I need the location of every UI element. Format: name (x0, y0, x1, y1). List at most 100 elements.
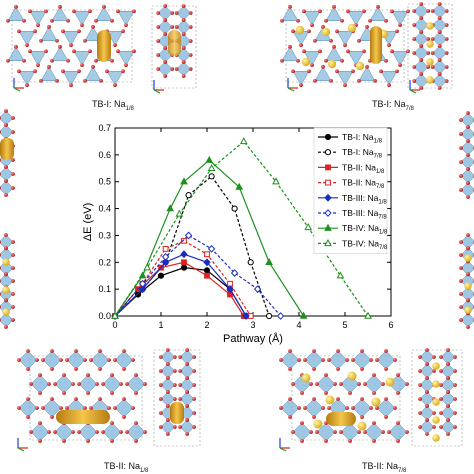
oxygen-atom (38, 421, 42, 425)
oxygen-atom (459, 118, 463, 122)
oxygen-atom (6, 58, 10, 63)
oxygen-atom (36, 63, 40, 68)
oxygen-atom (77, 430, 81, 434)
data-point (299, 311, 308, 319)
data-point (247, 259, 254, 266)
caption-top-left: TB-I: Na1/8 (92, 99, 134, 112)
oxygen-atom (345, 406, 349, 410)
oxygen-atom (369, 358, 373, 362)
x-tick-label: 1 (158, 320, 163, 330)
oxygen-atom (444, 9, 449, 13)
structure-tb2-na18 (17, 349, 147, 452)
oxygen-atom (131, 358, 135, 362)
oxygen-atom (307, 29, 311, 34)
oxygen-atom (47, 430, 51, 434)
sodium-atom (325, 395, 335, 405)
legend-entry: TB-II: Na1/8 (318, 162, 385, 175)
oxygen-atom (384, 18, 388, 23)
oxygen-atom (38, 373, 42, 377)
data-point (272, 177, 280, 185)
oxygen-atom (446, 418, 450, 422)
oxygen-atom (0, 172, 1, 176)
oxygen-atom (432, 355, 436, 359)
oxygen-atom (375, 358, 379, 362)
oxygen-atom (65, 406, 69, 410)
oxygen-atom (430, 51, 435, 55)
oxygen-atom (384, 367, 388, 371)
oxygen-atom (466, 272, 470, 276)
oxygen-atom (110, 58, 114, 63)
oxygen-atom (77, 382, 81, 386)
oxygen-atom (0, 266, 1, 270)
oxygen-atom (110, 18, 114, 23)
oxygen-atom (459, 188, 463, 192)
oxygen-atom (279, 406, 283, 410)
oxygen-atom (357, 430, 361, 434)
oxygen-atom (4, 165, 8, 169)
oxygen-atom (59, 358, 63, 362)
oxygen-atom (172, 383, 177, 387)
oxygen-atom (98, 367, 102, 371)
oxygen-atom (453, 397, 457, 401)
oxygen-atom (22, 58, 26, 63)
oxygen-atom (71, 430, 75, 434)
octahedron (62, 31, 80, 46)
oxygen-atom (0, 186, 1, 190)
oxygen-atom (453, 355, 457, 359)
oxygen-atom (107, 406, 111, 410)
oxygen-atom (116, 49, 120, 54)
oxygen-atom (80, 63, 84, 68)
oxygen-atom (71, 382, 75, 386)
oxygen-atom (430, 65, 435, 69)
oxygen-atom (299, 43, 303, 48)
oxygen-atom (324, 373, 328, 377)
oxygen-atom (95, 382, 99, 386)
oxygen-atom (17, 29, 21, 34)
oxygen-atom (181, 32, 186, 36)
oxygen-atom (69, 43, 73, 48)
legend-label: TB-IV: Na1/8 (342, 223, 388, 236)
oxygen-atom (390, 9, 394, 14)
octahedron (347, 51, 365, 66)
oxygen-atom (0, 116, 1, 120)
oxygen-atom (310, 23, 314, 28)
oxygen-atom (124, 23, 128, 28)
oxygen-atom (74, 397, 78, 401)
oxygen-atom (86, 373, 90, 377)
oxygen-atom (351, 69, 355, 74)
oxygen-atom (332, 4, 336, 9)
oxygen-atom (459, 292, 463, 296)
y-tick-label: 0.5 (98, 177, 111, 187)
oxygen-atom (432, 425, 436, 429)
oxygen-atom (395, 29, 399, 34)
oxygen-atom (72, 49, 76, 54)
oxygen-atom (432, 369, 436, 373)
oxygen-atom (59, 406, 63, 410)
oxygen-atom (22, 18, 26, 23)
oxygen-atom (4, 233, 8, 237)
oxygen-atom (89, 358, 93, 362)
oxygen-atom (181, 18, 186, 22)
oxygen-atom (178, 425, 183, 429)
oxygen-atom (165, 362, 170, 366)
octahedron (95, 6, 113, 21)
oxygen-atom (47, 24, 51, 29)
axis-b-arrow (279, 447, 287, 452)
oxygen-atom (309, 430, 313, 434)
sodium-atom (432, 362, 440, 370)
oxygen-atom (99, 78, 103, 83)
data-point (325, 164, 331, 171)
series-line (114, 234, 282, 317)
octahedron (314, 66, 332, 81)
oxygen-atom (437, 72, 442, 76)
oxygen-atom (280, 18, 284, 23)
oxygen-atom (459, 305, 463, 309)
oxygen-atom (110, 373, 114, 377)
oxygen-atom (95, 430, 99, 434)
oxygen-atom (4, 272, 8, 276)
oxygen-atom (296, 58, 300, 63)
oxygen-atom (50, 18, 54, 23)
oxygen-atom (188, 25, 193, 29)
oxygen-atom (14, 4, 18, 9)
oxygen-atom (26, 367, 30, 371)
